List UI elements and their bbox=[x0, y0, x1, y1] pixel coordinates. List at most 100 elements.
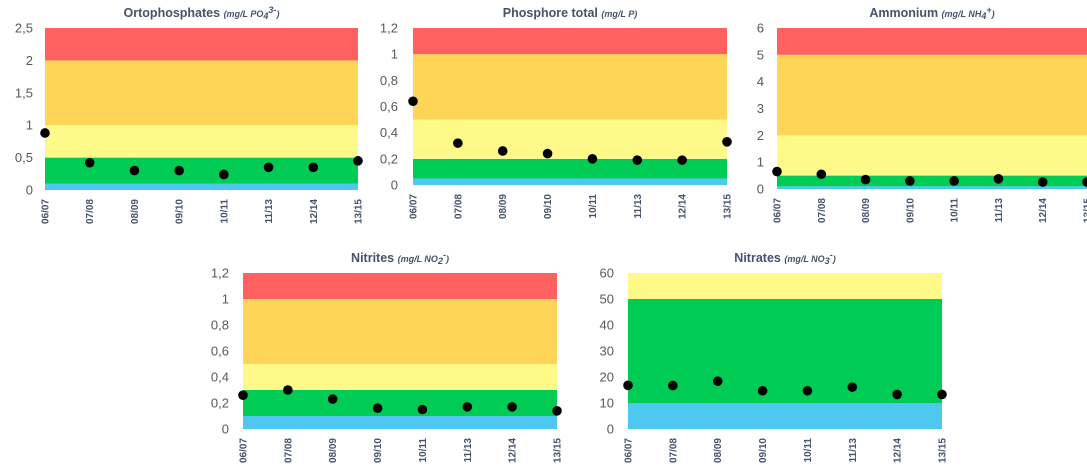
data-point bbox=[219, 169, 229, 180]
band-yellow bbox=[777, 135, 1087, 176]
band-red bbox=[45, 28, 358, 61]
band-blue bbox=[243, 416, 557, 429]
data-point bbox=[417, 404, 428, 415]
y-tick-label: 0,4 bbox=[380, 125, 398, 140]
data-point bbox=[462, 402, 473, 412]
y-tick-label: 0 bbox=[391, 178, 398, 193]
x-tick-label: 11/13 bbox=[633, 194, 644, 219]
chart-title: Nitrites (mg/L NO2-) bbox=[351, 250, 449, 266]
y-tick-label: 0,8 bbox=[211, 318, 229, 333]
y-tick-label: 20 bbox=[600, 370, 614, 385]
y-tick-label: 0,4 bbox=[211, 370, 229, 385]
y-tick-label: 0 bbox=[757, 182, 764, 197]
band-yellow bbox=[413, 119, 727, 159]
data-point bbox=[372, 403, 383, 414]
data-point bbox=[1082, 177, 1087, 187]
band-blue bbox=[628, 403, 942, 429]
data-point bbox=[327, 394, 338, 404]
y-tick-label: 1 bbox=[222, 292, 229, 307]
x-tick-label: 06/07 bbox=[41, 199, 52, 224]
chart-title: Nitrates (mg/L NO3-) bbox=[734, 250, 835, 266]
x-tick-label: 09/10 bbox=[758, 438, 769, 463]
band-orange bbox=[243, 299, 557, 364]
y-tick-label: 0 bbox=[607, 422, 614, 437]
y-tick-label: 10 bbox=[600, 396, 614, 411]
x-tick-label: 08/09 bbox=[130, 199, 141, 224]
y-tick-label: 1,5 bbox=[15, 85, 33, 100]
x-tick-label: 11/13 bbox=[463, 438, 474, 463]
data-point bbox=[937, 389, 947, 400]
band-blue bbox=[777, 186, 1087, 189]
band-green bbox=[243, 390, 557, 416]
x-tick-label: 06/07 bbox=[239, 438, 250, 463]
y-tick-label: 60 bbox=[600, 266, 614, 281]
y-tick-label: 1,2 bbox=[211, 266, 229, 281]
chart-title: Phosphore total (mg/L P) bbox=[503, 6, 637, 20]
data-point bbox=[860, 174, 871, 185]
y-tick-label: 0 bbox=[222, 422, 229, 437]
data-point bbox=[802, 385, 813, 396]
band-blue bbox=[413, 178, 727, 185]
y-tick-label: 30 bbox=[600, 344, 614, 359]
data-point bbox=[283, 385, 293, 395]
x-tick-label: 10/11 bbox=[418, 438, 429, 463]
x-tick-label: 11/13 bbox=[994, 198, 1005, 223]
y-tick-label: 0,2 bbox=[380, 151, 398, 166]
x-tick-label: 10/11 bbox=[950, 198, 961, 223]
x-tick-label: 11/13 bbox=[848, 438, 859, 463]
x-tick-label: 09/10 bbox=[373, 438, 384, 463]
y-tick-label: 50 bbox=[600, 292, 614, 307]
data-point bbox=[816, 169, 827, 180]
x-tick-label: 07/08 bbox=[453, 194, 464, 219]
x-tick-label: 12/14 bbox=[893, 438, 904, 463]
x-tick-label: 06/07 bbox=[624, 438, 635, 463]
x-tick-label: 13/15 bbox=[553, 438, 564, 463]
data-point bbox=[308, 162, 319, 173]
band-red bbox=[243, 273, 557, 299]
x-tick-label: 13/15 bbox=[723, 194, 734, 219]
data-point bbox=[668, 380, 678, 391]
y-tick-label: 0,5 bbox=[15, 150, 33, 165]
x-tick-label: 06/07 bbox=[773, 198, 784, 223]
x-tick-label: 10/11 bbox=[219, 199, 230, 224]
data-point bbox=[542, 148, 553, 159]
x-tick-label: 08/09 bbox=[713, 438, 724, 463]
band-orange bbox=[45, 60, 358, 126]
chart-2: Ammonium (mg/L NH4+) 0 1 2 3 4 5 6 06/07 07/08 08/… bbox=[757, 5, 1087, 223]
data-point bbox=[1037, 177, 1048, 187]
y-tick-label: 2 bbox=[757, 128, 764, 143]
y-tick-label: 0,6 bbox=[380, 99, 398, 114]
data-point bbox=[497, 146, 508, 156]
band-yellow bbox=[243, 364, 557, 390]
data-point bbox=[993, 174, 1004, 184]
y-tick-label: 5 bbox=[757, 47, 764, 62]
x-tick-label: 12/14 bbox=[678, 194, 689, 219]
data-point bbox=[453, 138, 463, 148]
data-point bbox=[507, 402, 517, 412]
data-point bbox=[408, 96, 418, 107]
band-orange bbox=[777, 54, 1087, 136]
x-tick-label: 07/08 bbox=[283, 438, 294, 463]
y-tick-label: 1 bbox=[391, 47, 398, 62]
data-point bbox=[949, 176, 959, 186]
y-tick-label: 0,2 bbox=[211, 396, 229, 411]
band-green bbox=[628, 299, 942, 403]
band-yellow bbox=[45, 125, 358, 158]
chart-0: Ortophosphates (mg/L PO43-) 0 0,5 1 1,5 2 2,5 0… bbox=[15, 5, 365, 224]
chart-unit: (mg/L P) bbox=[601, 9, 637, 19]
y-tick-label: 0,8 bbox=[380, 73, 398, 88]
x-tick-label: 11/13 bbox=[264, 199, 275, 224]
data-point bbox=[905, 176, 915, 186]
data-point bbox=[40, 128, 50, 138]
x-tick-label: 09/10 bbox=[543, 194, 554, 219]
band-green bbox=[413, 158, 727, 179]
x-tick-label: 12/14 bbox=[508, 438, 519, 463]
y-tick-label: 40 bbox=[600, 318, 614, 333]
y-tick-label: 3 bbox=[757, 101, 764, 116]
x-tick-label: 08/09 bbox=[861, 198, 872, 223]
data-point bbox=[263, 162, 274, 173]
data-point bbox=[129, 165, 140, 176]
band-green bbox=[777, 175, 1087, 187]
band-red bbox=[777, 28, 1087, 55]
